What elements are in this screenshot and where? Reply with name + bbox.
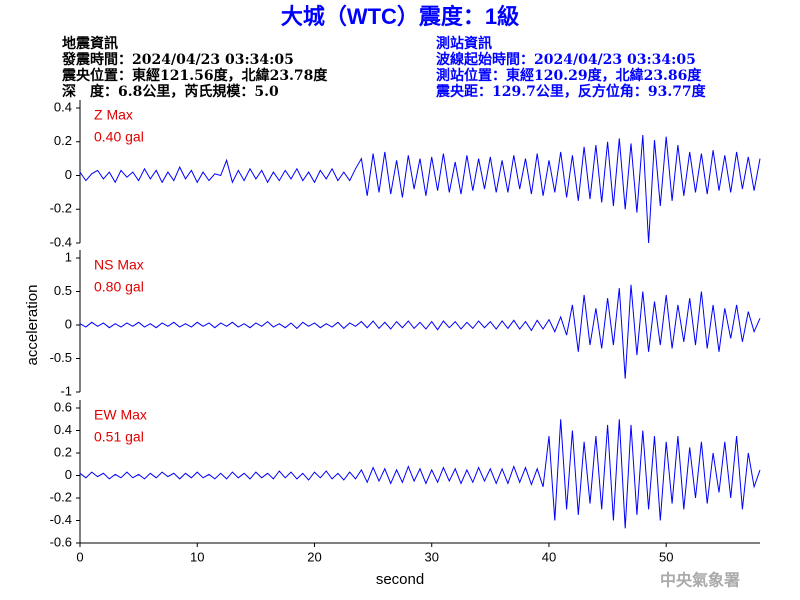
info-right: 震央距：129.7公里，反方位角：93.77度 [435,83,707,100]
y-tick-label: 0.5 [54,283,72,298]
y-tick-label: -0.2 [50,201,72,216]
y-tick-label: -0.5 [50,350,72,365]
waveform [79,419,761,529]
info-right: 波線起始時間：2024/04/23 03:34:05 [436,51,696,68]
agency: 中央氣象署 [660,571,740,590]
y-tick-label: -0.4 [50,234,72,249]
x-tick-label: 10 [190,549,204,564]
info-left: 震央位置：東經121.56度，北緯23.78度 [61,67,328,84]
x-tick-label: 50 [659,549,673,564]
y-tick-label: 0 [65,467,72,482]
y-tick-label: -1 [60,383,72,398]
info-right: 測站資訊 [436,35,492,52]
info-left: 發震時間：2024/04/23 03:34:05 [61,51,294,68]
y-tick-label: -0.4 [50,512,72,527]
y-tick-label: 0.2 [54,133,72,148]
y-tick-label: 0.4 [54,99,72,114]
info-left: 地震資訊 [62,35,118,52]
y-tick-label: 0.6 [54,399,72,414]
info-right: 測站位置：東經120.29度，北緯23.86度 [436,67,702,84]
y-axis-label: acceleration [24,285,41,366]
y-tick-label: 0 [65,167,72,182]
max-value: 0.40 gal [94,129,144,145]
x-tick-label: 0 [76,549,83,564]
info-left: 深 度：6.8公里，芮氏規模：5.0 [62,83,279,100]
y-tick-label: 0.4 [54,422,72,437]
y-tick-label: 1 [65,249,72,264]
max-label: EW Max [94,407,147,423]
x-tick-label: 20 [307,549,321,564]
max-label: Z Max [94,107,133,123]
max-value: 0.80 gal [94,279,144,295]
y-tick-label: 0.2 [54,444,72,459]
x-axis-label: second [376,571,424,588]
y-tick-label: 0 [65,316,72,331]
waveform [79,284,761,379]
waveform [79,134,761,244]
y-tick-label: -0.2 [50,489,72,504]
x-tick-label: 30 [424,549,438,564]
max-label: NS Max [94,257,144,273]
title: 大城（WTC）震度：1級 [281,4,519,29]
max-value: 0.51 gal [94,429,144,445]
y-tick-label: -0.6 [50,534,72,549]
x-tick-label: 40 [542,549,556,564]
